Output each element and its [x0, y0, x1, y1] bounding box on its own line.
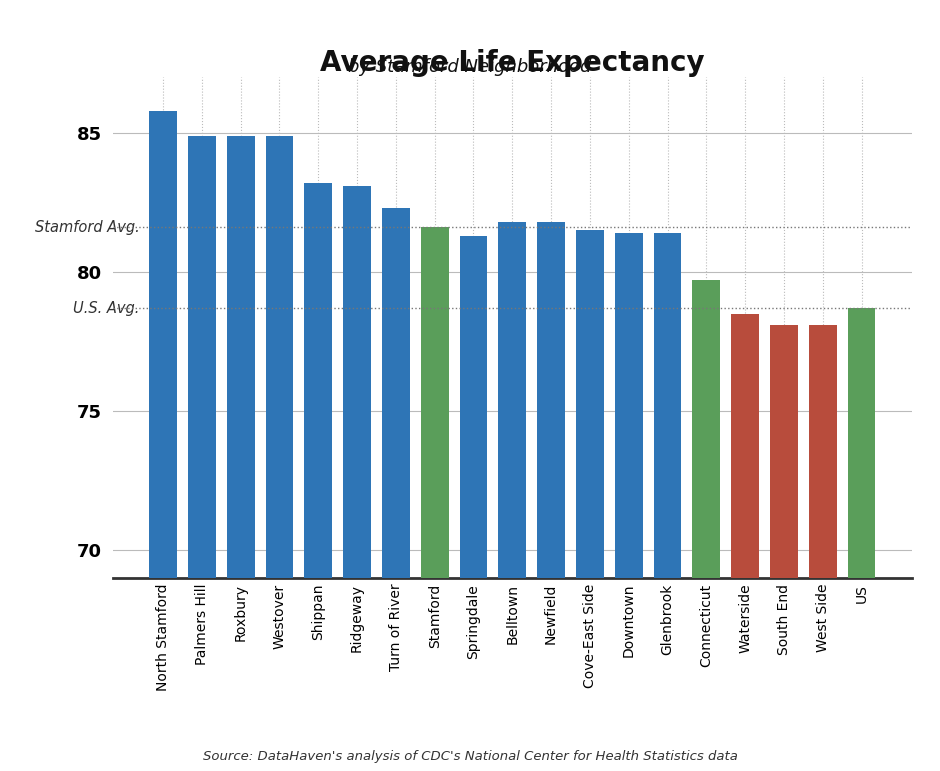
Bar [848, 308, 875, 578]
Text: Source: DataHaven's analysis of CDC's National Center for Health Statistics data: Source: DataHaven's analysis of CDC's Na… [202, 750, 738, 763]
Bar [460, 236, 488, 578]
Text: Stamford Avg.: Stamford Avg. [35, 220, 140, 235]
Bar [731, 314, 760, 578]
Text: by Stamford Neighborhood: by Stamford Neighborhood [349, 58, 591, 76]
Bar [576, 231, 603, 578]
Bar [808, 325, 837, 578]
Bar [305, 183, 332, 578]
Title: Average Life Expectancy: Average Life Expectancy [320, 49, 705, 77]
Bar [343, 186, 371, 578]
Text: U.S. Avg.: U.S. Avg. [73, 301, 140, 315]
Bar [615, 233, 643, 578]
Bar [188, 136, 216, 578]
Bar [498, 222, 526, 578]
Bar [421, 227, 448, 578]
Bar [382, 208, 410, 578]
Bar [265, 136, 293, 578]
Bar [653, 233, 682, 578]
Bar [770, 325, 798, 578]
Bar [149, 110, 177, 578]
Bar [693, 281, 720, 578]
Bar [227, 136, 255, 578]
Bar [537, 222, 565, 578]
